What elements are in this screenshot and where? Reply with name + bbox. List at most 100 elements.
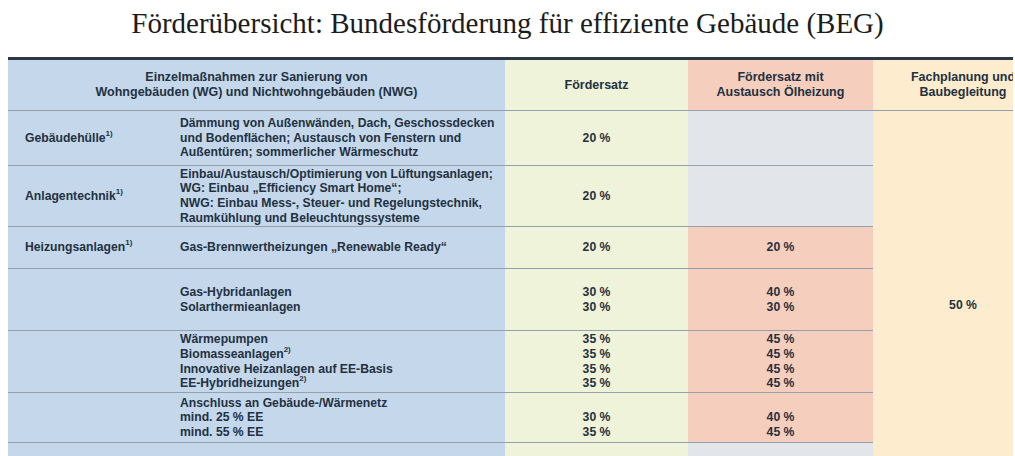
foerdersatz-value: 20 %: [505, 189, 688, 204]
footnote-marker: 1): [125, 238, 132, 247]
header-measures: Einzelmaßnahmen zur Sanierung von Wohnge…: [8, 60, 505, 110]
oelheizung-value: 20 %: [688, 240, 873, 255]
table-row: WärmepumpenBiomasseanlagen2)Innovative H…: [8, 331, 873, 393]
footnote-marker: 1): [106, 129, 113, 138]
header-foerdersatz-label: Fördersatz: [565, 78, 629, 92]
table-row: Heizungsanlagen1)Gas-Brennwertheizungen …: [8, 227, 873, 269]
oelheizung-value: 45 %: [688, 332, 873, 347]
measures-cell: WärmepumpenBiomasseanlagen2)Innovative H…: [178, 331, 505, 392]
foerdersatz-cell: 30 %30 %: [505, 269, 688, 330]
foerdersatz-value: 35 %: [505, 362, 688, 377]
category-label: Gebäudehülle1): [25, 131, 178, 146]
table-body-rows: Gebäudehülle1)Dämmung von Außenwänden, D…: [8, 111, 873, 456]
measure-line: mind. 25 % EE: [180, 410, 505, 425]
measures-cell: Dämmung von Außenwänden, Dach, Geschossd…: [178, 111, 505, 165]
measure-line: EE-Hybridheizungen2): [180, 376, 505, 391]
table-row: Anschluss an Gebäude-/Wärmenetzmind. 25 …: [8, 393, 873, 443]
measure-line: Raumkühlung und Beleuchtungssysteme: [180, 211, 505, 226]
category-cell: Anlagentechnik1): [8, 166, 178, 226]
header-measures-line2: Wohngebäuden (WG) und Nichtwohngebäuden …: [96, 85, 418, 99]
oelheizung-value: 45 %: [688, 425, 873, 440]
foerdersatz-oelheizung-cell: 40 %30 %: [688, 269, 873, 330]
measure-line: Dämmung von Außenwänden, Dach, Geschossd…: [180, 116, 505, 131]
header-measures-line1: Einzelmaßnahmen zur Sanierung von: [145, 70, 367, 84]
header-plan-line2: Baubegleitung: [920, 85, 1007, 99]
header-oil-line1: Fördersatz mit: [737, 70, 823, 84]
category-cell: [8, 269, 178, 330]
foerdersatz-value: 30 %: [505, 300, 688, 315]
category-cell: Heizungsanlagen1): [8, 227, 178, 268]
header-plan-line1: Fachplanung und: [911, 70, 1013, 84]
measures-cell: [178, 443, 505, 456]
foerdersatz-cell: 20 %: [505, 166, 688, 226]
foerdersatz-value: 30 %: [505, 285, 688, 300]
foerdersatz-value: [505, 396, 688, 411]
measure-line: Wärmepumpen: [180, 332, 505, 347]
oelheizung-value: 45 %: [688, 376, 873, 391]
oelheizung-value: 45 %: [688, 362, 873, 377]
measure-line: mind. 55 % EE: [180, 425, 505, 440]
oelheizung-value: 40 %: [688, 285, 873, 300]
footnote-marker: 2): [299, 374, 306, 383]
header-fachplanung: Fachplanung und Baubegleitung: [873, 60, 1013, 110]
foerdersatz-oelheizung-cell: 40 %45 %: [688, 393, 873, 442]
table-header-row: Einzelmaßnahmen zur Sanierung von Wohnge…: [8, 60, 1013, 111]
header-oil-line2: Austausch Ölheizung: [717, 85, 845, 99]
foerdersatz-value: 35 %: [505, 332, 688, 347]
header-foerdersatz: Fördersatz: [505, 60, 688, 110]
foerdersatz-oelheizung-cell: [688, 166, 873, 226]
measure-line: NWG: Einbau Mess-, Steuer- und Regelungs…: [180, 196, 505, 211]
table-row: Anlagentechnik1)Einbau/Austausch/Optimie…: [8, 166, 873, 227]
measure-line: Gas-Hybridanlagen: [180, 285, 505, 300]
foerdersatz-oelheizung-cell: 20 %: [688, 227, 873, 268]
footnote-marker: 1): [116, 187, 123, 196]
foerdersatz-oelheizung-cell: 45 %45 %45 %45 %: [688, 331, 873, 392]
measure-line: Gas-Brennwertheizungen „Renewable Ready“: [180, 240, 505, 255]
measures-cell: Anschluss an Gebäude-/Wärmenetzmind. 25 …: [178, 393, 505, 442]
footnote-marker: 2): [284, 345, 291, 354]
foerdersatz-value: 20 %: [505, 240, 688, 255]
measure-line: Solarthermieanlagen: [180, 300, 505, 315]
page-title: Förderübersicht: Bundesförderung für eff…: [0, 7, 1015, 40]
foerdersatz-oelheizung-cell: [688, 443, 873, 456]
measure-line: Außentüren; sommerlicher Wärmeschutz: [180, 145, 505, 160]
measure-line: WG: Einbau „Efficiency Smart Home“;: [180, 181, 505, 196]
category-cell: [8, 393, 178, 442]
category-cell: Gebäudehülle1): [8, 111, 178, 165]
table-body: Gebäudehülle1)Dämmung von Außenwänden, D…: [8, 111, 1013, 456]
foerdersatz-value: 35 %: [505, 376, 688, 391]
category-cell: [8, 443, 178, 456]
measure-line: Anschluss an Gebäude-/Wärmenetz: [180, 396, 505, 411]
table-row: Gas-HybridanlagenSolarthermieanlagen30 %…: [8, 269, 873, 331]
measure-line: Innovative Heizanlagen auf EE-Basis: [180, 362, 505, 377]
category-label: Anlagentechnik1): [25, 189, 178, 204]
fachplanung-merged-cell: 50 %: [873, 111, 1013, 456]
foerdersatz-value: 35 %: [505, 347, 688, 362]
header-foerdersatz-oelheizung: Fördersatz mit Austausch Ölheizung: [688, 60, 873, 110]
foerdersatz-value: 35 %: [505, 425, 688, 440]
measure-line: Einbau/Austausch/Optimierung von Lüftung…: [180, 167, 505, 182]
oelheizung-value: 40 %: [688, 410, 873, 425]
foerdersatz-cell: 35 %35 %35 %35 %: [505, 331, 688, 392]
category-label: Heizungsanlagen1): [25, 240, 178, 255]
beg-funding-table: Einzelmaßnahmen zur Sanierung von Wohnge…: [8, 57, 1013, 456]
foerdersatz-value: 30 %: [505, 410, 688, 425]
measures-cell: Gas-Brennwertheizungen „Renewable Ready“: [178, 227, 505, 268]
foerdersatz-oelheizung-cell: [688, 111, 873, 165]
table-row: Gebäudehülle1)Dämmung von Außenwänden, D…: [8, 111, 873, 166]
measures-cell: Einbau/Austausch/Optimierung von Lüftung…: [178, 166, 505, 226]
foerdersatz-value: 20 %: [505, 131, 688, 146]
oelheizung-value: [688, 396, 873, 411]
foerdersatz-cell: 20 %: [505, 227, 688, 268]
oelheizung-value: 30 %: [688, 300, 873, 315]
oelheizung-value: 45 %: [688, 347, 873, 362]
category-cell: [8, 331, 178, 392]
measure-line: Biomasseanlagen2): [180, 347, 505, 362]
measures-cell: Gas-HybridanlagenSolarthermieanlagen: [178, 269, 505, 330]
measure-line: und Bodenflächen; Austausch von Fenstern…: [180, 131, 505, 146]
fachplanung-value: 50 %: [893, 298, 1013, 312]
foerdersatz-cell: 30 %35 %: [505, 393, 688, 442]
table-row: [8, 443, 873, 456]
foerdersatz-cell: 20 %: [505, 111, 688, 165]
foerdersatz-cell: [505, 443, 688, 456]
